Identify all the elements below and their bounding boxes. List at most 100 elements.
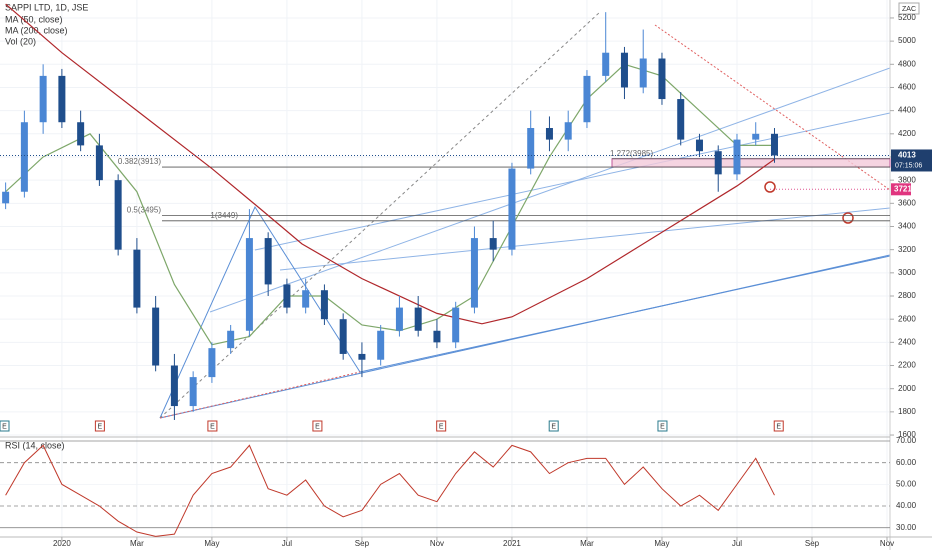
event-label: E (551, 423, 556, 430)
candle-body (545, 128, 553, 140)
x-tick-label: Nov (430, 539, 444, 548)
candle-body (283, 284, 291, 308)
y-tick-label: 4400 (898, 106, 916, 115)
last-price-label: 4013 (898, 151, 916, 160)
rsi-tick-label: 60.00 (896, 458, 917, 467)
countdown: 07:15:06 (895, 162, 922, 169)
candle-body (752, 133, 760, 140)
rsi-tick-label: 40.00 (896, 501, 917, 510)
candle-body (20, 122, 28, 192)
candle-body (489, 238, 497, 250)
y-tick-label: 2800 (898, 291, 916, 300)
event-marker (548, 420, 559, 432)
candle-body (770, 133, 778, 156)
candle-body (433, 330, 441, 343)
candle-body (320, 290, 328, 320)
candle-body (677, 99, 685, 140)
event-label: E (98, 423, 103, 430)
event-label: E (315, 423, 320, 430)
x-tick-label: Jul (732, 539, 742, 548)
event-marker (773, 420, 784, 432)
candle-body (58, 75, 66, 123)
event-marker (94, 420, 105, 432)
y-tick-label: 5000 (898, 36, 916, 45)
candle-body (602, 52, 610, 76)
x-tick-label: 2020 (53, 539, 71, 548)
x-tick-label: Mar (580, 539, 594, 548)
candle-body (339, 319, 347, 354)
y-tick-label: 3800 (898, 175, 916, 184)
candle-body (227, 330, 235, 349)
x-tick-label: Nov (880, 539, 894, 548)
x-tick-label: May (654, 539, 669, 548)
y-tick-label: 2000 (898, 384, 916, 393)
y-tick-label: 1600 (898, 430, 916, 439)
y-tick-label: 3400 (898, 222, 916, 231)
fib-zone (611, 158, 891, 168)
event-marker (0, 420, 10, 432)
rsi-title: RSI (14, close) (5, 440, 65, 450)
channel-line (279, 207, 891, 271)
rsi-tick-label: 50.00 (896, 479, 917, 488)
fib-label: 1(3449) (210, 211, 238, 220)
moving-average (5, 3, 775, 325)
y-tick-label: 2400 (898, 337, 916, 346)
candle-body (170, 365, 178, 407)
y-tick-label: 5200 (898, 13, 916, 22)
currency: ZAC (902, 6, 916, 13)
candle-body (527, 128, 535, 169)
event-marker (207, 420, 218, 432)
candle-body (189, 377, 197, 407)
drawings (159, 11, 891, 419)
candle-body (470, 238, 478, 308)
event-label: E (660, 423, 665, 430)
channel-line (359, 255, 891, 373)
x-tick-label: Mar (130, 539, 144, 548)
candle-body (414, 307, 422, 331)
dashed-trend (159, 11, 601, 419)
candle-body (508, 168, 516, 250)
indicator-label: MA (50, close) (5, 14, 63, 24)
x-tick-label: 2021 (503, 539, 521, 548)
currency-box (898, 2, 920, 15)
marker-price-label: 3721 (894, 184, 912, 193)
event-label: E (2, 423, 7, 430)
y-tick-label: 3600 (898, 198, 916, 207)
candle-body (358, 353, 366, 360)
channel-line (254, 112, 891, 251)
candle-body (302, 290, 310, 308)
y-tick-label: 3200 (898, 245, 916, 254)
candle-body (583, 75, 591, 123)
chart-title: SAPPI LTD, 1D, JSE (5, 2, 88, 12)
x-tick-label: May (204, 539, 219, 548)
y-tick-label: 4800 (898, 59, 916, 68)
candle-body (695, 139, 703, 152)
y-tick-label: 4200 (898, 129, 916, 138)
indicator-label: Vol (20) (5, 36, 36, 46)
fib-label: 0.382(3913) (118, 157, 161, 166)
x-tick-label: Sep (355, 539, 370, 548)
candle-body (452, 307, 460, 343)
y-tick-label: 4600 (898, 83, 916, 92)
candle-body (377, 330, 385, 360)
event-label: E (439, 423, 444, 430)
candle-body (639, 58, 647, 88)
candle-body (658, 58, 666, 100)
candle-body (264, 238, 272, 285)
fib-label: 1.272(3985) (610, 149, 653, 158)
y-tick-label: 2200 (898, 361, 916, 370)
x-tick-label: Jul (282, 539, 292, 548)
candle-body (2, 191, 10, 204)
rsi-tick-label: 70.00 (896, 436, 917, 445)
candle-body (714, 151, 722, 175)
candle-body (208, 348, 216, 378)
candle-body (114, 180, 122, 250)
candle-body (245, 238, 253, 331)
candle-body (133, 249, 141, 308)
y-tick-label: 3000 (898, 268, 916, 277)
candle-body (733, 139, 741, 175)
candle-body (620, 52, 628, 88)
rsi-tick-label: 30.00 (896, 523, 917, 532)
